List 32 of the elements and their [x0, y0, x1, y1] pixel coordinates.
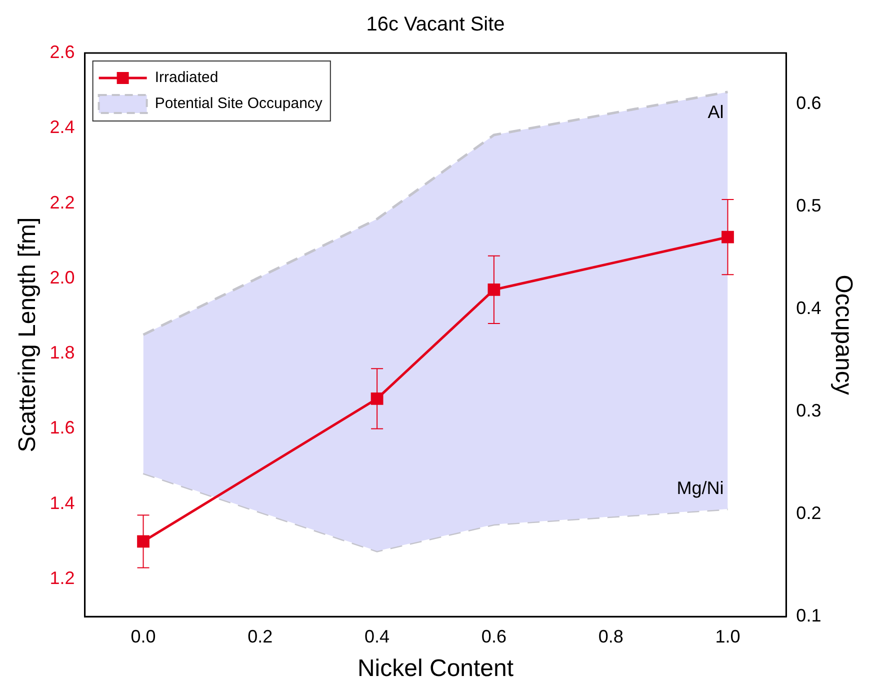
- point: [488, 284, 500, 296]
- y-tick-label: 1.6: [50, 418, 75, 438]
- y2-tick-label: 0.1: [796, 606, 822, 626]
- annotation: Al: [708, 102, 724, 122]
- y-tick-label: 2.2: [50, 192, 75, 212]
- x-axis-title: Nickel Content: [357, 655, 514, 682]
- y-tick-label: 2.4: [50, 117, 75, 138]
- y-tick-label: 1.2: [50, 568, 75, 588]
- y2-tick-label: 0.3: [796, 400, 822, 421]
- x-tick-label: 0.0: [130, 626, 156, 646]
- x-tick-label: 0.8: [598, 626, 624, 646]
- annotation: Mg/Ni: [676, 478, 724, 498]
- x-tick-label: 0.6: [481, 626, 506, 646]
- y-tick-label: 2.6: [50, 42, 75, 62]
- point: [137, 535, 150, 548]
- y2-tick-label: 0.6: [796, 93, 822, 114]
- legend-label: Irradiated: [154, 69, 218, 86]
- y2-tick-label: 0.2: [796, 503, 822, 524]
- y-tick-label: 2.0: [50, 267, 75, 288]
- y2-tick-label: 0.4: [796, 298, 822, 318]
- y2-axis-title: Occupancy: [830, 274, 857, 395]
- y-axis-title: Scattering Length [fm]: [14, 217, 42, 452]
- y-tick-label: 1.4: [50, 492, 75, 513]
- chart-title: 16c Vacant Site: [366, 14, 505, 36]
- x-tick-label: 1.0: [715, 626, 740, 646]
- point: [370, 392, 384, 405]
- y-tick-label: 1.8: [50, 342, 75, 363]
- point: [722, 230, 734, 244]
- y2-tick-label: 0.5: [796, 196, 822, 216]
- legend-label: Potential Site Occupancy: [154, 95, 323, 112]
- x-tick-label: 0.2: [248, 626, 273, 646]
- x-tick-label: 0.4: [364, 626, 390, 646]
